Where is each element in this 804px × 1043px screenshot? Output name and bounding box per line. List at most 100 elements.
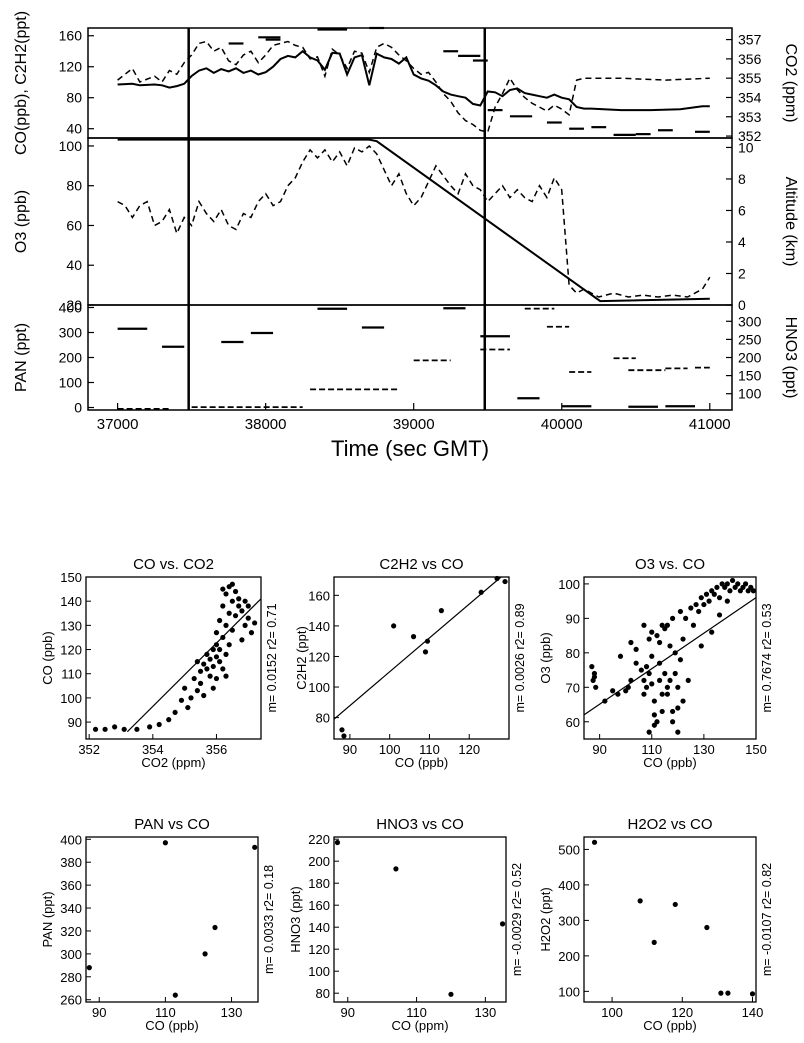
y-tick-label: 60 — [566, 715, 580, 730]
scatter-point — [693, 601, 699, 608]
plot-frame — [85, 836, 259, 1003]
left-tick-label: 120 — [59, 59, 83, 75]
scatter-point — [201, 661, 207, 667]
fit-statistics: m= -0.0107 r2= 0.82 — [760, 863, 774, 976]
scatter-point — [727, 588, 733, 594]
right-axis-label: HNO3 (ppt) — [782, 317, 799, 399]
scatter-point — [248, 630, 255, 636]
x-axis-label: CO (ppm) — [391, 1018, 448, 1033]
scatter-point — [670, 708, 676, 715]
scatter-point — [701, 601, 707, 608]
left-tick-label: 0 — [74, 400, 82, 416]
scatter-point — [725, 990, 731, 996]
scatter-panel-1: CO vs. CO2 352 354 356 90 100 110 120 130 140 150 C… — [40, 556, 279, 770]
y-tick-label: 100 — [558, 577, 580, 592]
y-tick-label: 80 — [316, 986, 330, 1001]
x-tick-label: 41000 — [689, 416, 731, 433]
x-tick-label: 356 — [206, 742, 228, 757]
scatter-point — [651, 712, 657, 718]
x-tick-label: 110 — [406, 1005, 427, 1020]
scatter-point — [729, 577, 736, 584]
scatter-point — [735, 581, 741, 587]
x-tick-label: 150 — [745, 742, 767, 757]
scatter-point — [391, 623, 397, 629]
scatter-point — [232, 613, 239, 619]
scatter-point — [643, 684, 650, 690]
scatter-point — [226, 642, 232, 648]
scatter-point — [242, 622, 248, 628]
timeseries-panel-2: 20 40 60 80 100 0 2 4 6 8 10 O3 (ppb) Altitude (km) — [13, 137, 799, 313]
right-tick-label: 356 — [738, 51, 762, 67]
scatter-point — [341, 733, 347, 739]
scatter-point — [252, 620, 258, 626]
right-tick-label: 10 — [738, 139, 754, 155]
fit-statistics: m= 0.0026 r2= 0.89 — [513, 603, 527, 712]
left-tick-label: 60 — [66, 217, 82, 233]
scatter-point — [724, 581, 730, 587]
y-tick-label: 160 — [308, 898, 330, 913]
x-tick-label: 100 — [379, 742, 401, 757]
fit-statistics: m= 0.0033 r2= 0.18 — [262, 865, 276, 974]
scatter-point — [220, 634, 226, 641]
scatter-point — [750, 588, 756, 594]
scatter-point — [197, 680, 204, 686]
scatter-point — [236, 596, 242, 602]
fit-line — [126, 598, 261, 733]
y-tick-label: 140 — [308, 920, 330, 935]
x-tick-label: 90 — [343, 742, 357, 757]
scatter-point — [649, 653, 655, 659]
scatter-point — [210, 646, 216, 653]
x-tick-label: 130 — [475, 1005, 497, 1020]
scatter-point — [213, 630, 220, 636]
scatter-point — [704, 924, 710, 931]
right-tick-label: 200 — [738, 350, 762, 366]
right-tick-label: 6 — [738, 202, 746, 218]
right-tick-label: 100 — [738, 386, 762, 402]
scatter-point — [217, 646, 223, 653]
scatter-point — [212, 924, 218, 931]
scatter-point — [641, 691, 647, 697]
left-tick-label: 80 — [66, 90, 82, 106]
fit-line — [584, 597, 756, 716]
y-tick-label: 300 — [558, 913, 580, 928]
left-tick-label: 40 — [66, 257, 82, 273]
scatter-point — [239, 637, 245, 643]
scatter-point — [709, 629, 715, 635]
scatter-point — [220, 666, 226, 672]
series-line-1 — [117, 144, 711, 298]
fit-statistics: m= 0.7674 r2= 0.53 — [760, 603, 774, 712]
left-tick-label: 300 — [59, 325, 83, 341]
scatter-point — [478, 589, 484, 595]
scatter-panel-3: O3 vs. CO 90 110 130 150 60 70 80 90 100 CO (ppb) O… — [538, 556, 774, 770]
scatter-point — [643, 664, 650, 670]
x-tick-label: 110 — [641, 742, 662, 757]
scatter-point — [675, 705, 681, 711]
scatter-point — [191, 675, 197, 682]
scatter-title: PAN vs CO — [134, 816, 210, 833]
x-tick-label: 110 — [419, 742, 440, 757]
scatter-point — [245, 603, 251, 609]
x-tick-label: 140 — [742, 1005, 764, 1020]
x-axis-label: CO (ppb) — [145, 1018, 198, 1033]
x-tick-label: 110 — [155, 1005, 176, 1020]
scatter-panel-4: PAN vs CO 90 110 130 260 280 300 320 340 360 380 40… — [40, 816, 276, 1033]
scatter-point — [499, 921, 506, 927]
scatter-point — [252, 844, 258, 850]
scatter-point — [245, 615, 251, 621]
y-tick-label: 80 — [566, 646, 580, 661]
x-tick-label: 90 — [341, 1005, 355, 1020]
scatter-point — [664, 691, 670, 697]
y-tick-label: 90 — [566, 611, 580, 626]
right-tick-label: 250 — [738, 331, 762, 347]
scatter-point — [638, 667, 644, 673]
left-tick-label: 40 — [66, 121, 82, 137]
scatter-point — [182, 685, 188, 691]
scatter-panel-2: C2H2 vs CO 90 100 110 120 80 100 120 140 160 CO (p… — [294, 556, 527, 770]
scatter-point — [172, 709, 178, 716]
left-axis-label: O3 (ppb) — [13, 190, 30, 253]
scatter-point — [683, 615, 689, 621]
scatter-point — [633, 646, 639, 652]
scatter-point — [646, 670, 652, 677]
scatter-point — [172, 992, 178, 998]
